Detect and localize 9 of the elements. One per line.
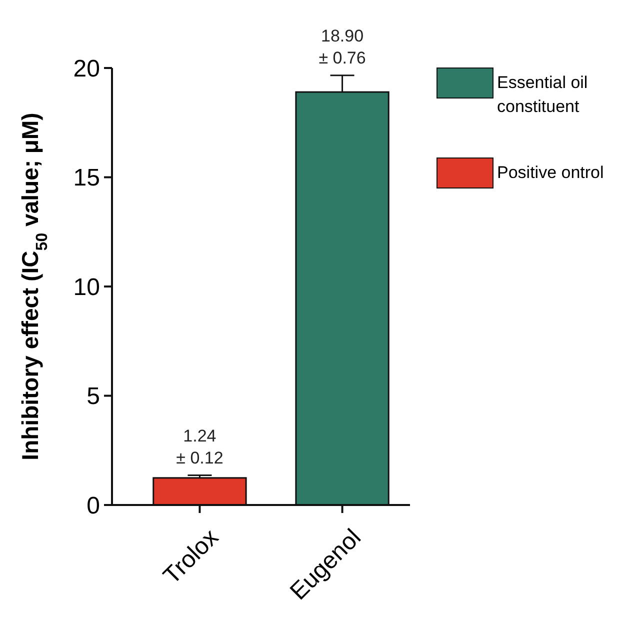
y-tick-label: 5 xyxy=(86,383,100,410)
y-tick-label: 0 xyxy=(86,492,100,520)
y-tick-label: 20 xyxy=(73,55,100,82)
legend-label: Essential oil constituent xyxy=(497,73,588,116)
y-tick-label: 10 xyxy=(73,274,100,301)
legend-label: Positive ontrol xyxy=(497,163,604,182)
data-label: 1.24 ± 0.12 xyxy=(176,426,224,468)
data-label: 18.90 ± 0.76 xyxy=(318,26,366,68)
y-tick-label: 15 xyxy=(73,164,100,192)
